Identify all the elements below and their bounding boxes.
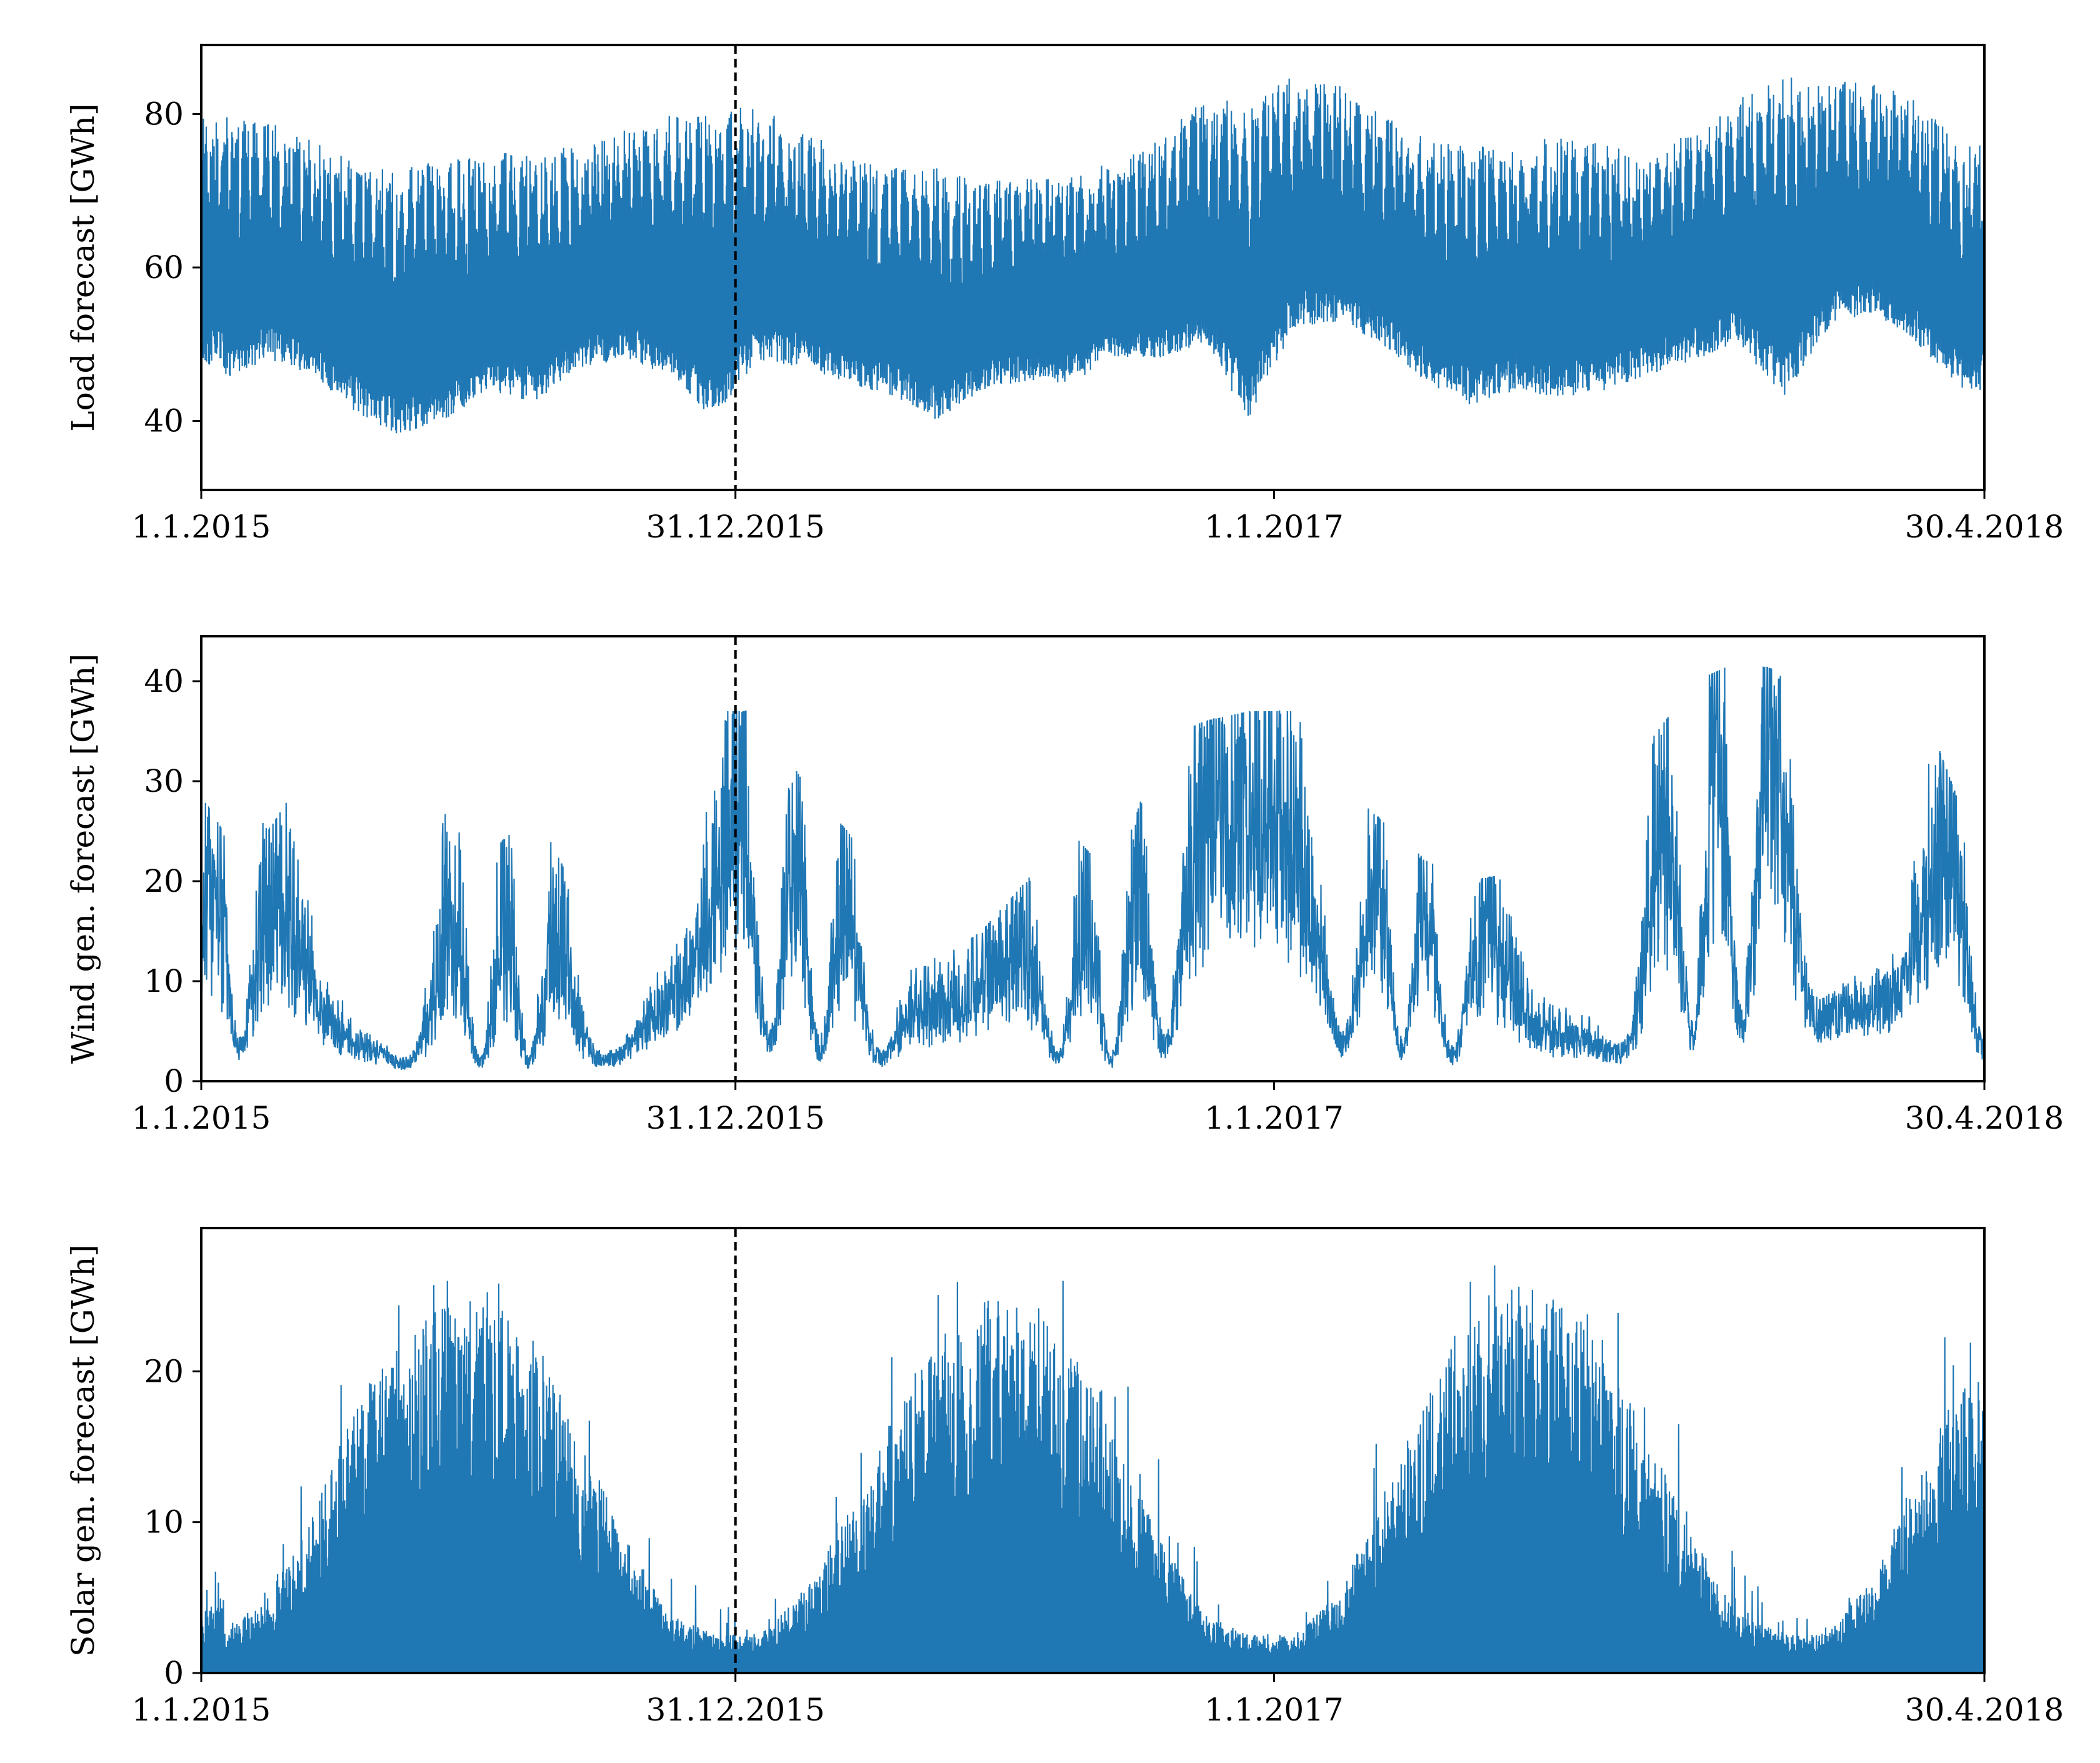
load-xtick-label: 30.4.2018 <box>1905 509 2064 545</box>
solar-ytick-label: 10 <box>144 1504 184 1541</box>
wind-xtick-label: 30.4.2018 <box>1905 1100 2064 1136</box>
wind-ylabel: Wind gen. forecast [GWh] <box>65 654 101 1064</box>
wind-ytick-label: 30 <box>144 763 184 799</box>
wind-ytick-label: 20 <box>144 863 184 899</box>
solar-xtick-label: 31.12.2015 <box>646 1692 825 1728</box>
load-ytick-label: 80 <box>144 96 184 132</box>
wind-xtick-label: 1.1.2015 <box>132 1100 271 1136</box>
load-ytick-label: 40 <box>144 403 184 439</box>
solar-axes-frame <box>200 1227 1986 1674</box>
wind-ytick-label: 0 <box>164 1063 184 1099</box>
solar-xtick-label: 1.1.2017 <box>1204 1692 1344 1728</box>
solar-panel: 0 10 20 1.1.2015 31.12.2015 1.1.2017 30.4.2018… <box>65 1227 2064 1728</box>
load-ytick-label: 60 <box>144 249 184 286</box>
wind-xtick-label: 31.12.2015 <box>646 1100 825 1136</box>
load-xtick-label: 1.1.2015 <box>132 509 271 545</box>
solar-ytick-label: 20 <box>144 1353 184 1389</box>
solar-xtick-label: 30.4.2018 <box>1905 1692 2064 1728</box>
load-ylabel: Load forecast [GWh] <box>65 103 101 431</box>
wind-xtick-label: 1.1.2017 <box>1204 1100 1344 1136</box>
solar-xtick-label: 1.1.2015 <box>132 1692 271 1728</box>
wind-series-line <box>201 666 1984 1071</box>
load-panel: 40 60 80 1.1.2015 31.12.2015 1.1.2017 30.4.201… <box>65 44 2064 545</box>
solar-ytick-label: 0 <box>164 1655 184 1691</box>
wind-panel: 0 10 20 30 40 1.1.2015 31.12.2015 1.1.2017 30.4.… <box>65 635 2064 1136</box>
load-xtick-label: 1.1.2017 <box>1204 509 1344 545</box>
solar-ylabel: Solar gen. forecast [GWh] <box>65 1244 101 1657</box>
wind-ytick-label: 40 <box>144 663 184 699</box>
load-series-line <box>201 77 1984 434</box>
wind-ytick-label: 10 <box>144 963 184 999</box>
load-xtick-label: 31.12.2015 <box>646 509 825 545</box>
solar-series-line <box>201 1265 1984 1673</box>
wind-axes-frame <box>200 635 1986 1082</box>
